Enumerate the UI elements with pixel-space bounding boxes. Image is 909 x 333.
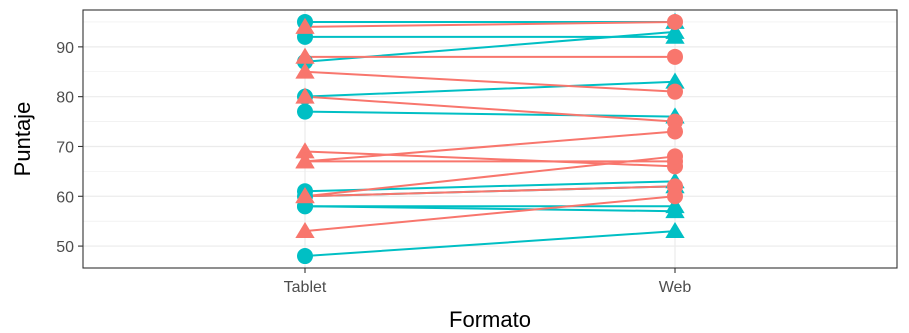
series-line — [304, 195, 676, 233]
data-point-circle — [297, 248, 313, 265]
data-point-circle — [667, 83, 683, 100]
y-tick-label: 60 — [56, 189, 74, 206]
data-point-triangle — [665, 72, 685, 89]
data-point-triangle — [295, 221, 315, 239]
y-tick-label: 50 — [56, 239, 74, 256]
x-axis-title: Formato — [449, 307, 531, 332]
data-point-triangle — [295, 152, 315, 169]
series-line — [304, 80, 676, 98]
data-points — [295, 12, 685, 265]
x-tick-label: Web — [659, 279, 692, 296]
data-point-circle — [667, 48, 683, 65]
data-point-triangle — [665, 221, 685, 239]
data-point-circle — [667, 123, 683, 140]
x-tick-label: Tablet — [284, 279, 327, 296]
data-point-circle — [667, 13, 683, 30]
series-line — [304, 155, 676, 198]
data-point-triangle — [295, 62, 315, 79]
series-line — [304, 230, 676, 258]
series-lines — [304, 20, 676, 258]
data-point-triangle — [295, 142, 315, 159]
axes: 50 60 70 80 90 Tablet Web — [56, 40, 691, 296]
data-point-circle — [297, 103, 313, 120]
data-point-circle — [667, 148, 683, 165]
data-point-triangle — [665, 202, 685, 219]
data-point-triangle — [295, 187, 315, 204]
y-axis-title: Puntaje — [10, 102, 35, 177]
y-tick-label: 90 — [56, 40, 74, 57]
series-line — [304, 20, 676, 28]
data-point-triangle — [295, 47, 315, 64]
series-line — [304, 110, 676, 118]
series-line — [304, 130, 676, 163]
y-tick-label: 80 — [56, 90, 74, 107]
series-line — [304, 185, 676, 198]
series-line — [304, 70, 676, 93]
data-point-triangle — [665, 22, 685, 39]
data-point-circle — [667, 188, 683, 205]
y-tick-label: 70 — [56, 139, 74, 156]
series-line — [304, 205, 676, 213]
series-line — [304, 95, 676, 123]
panel-border — [82, 9, 898, 269]
data-point-triangle — [295, 87, 315, 104]
data-point-triangle — [295, 17, 315, 34]
